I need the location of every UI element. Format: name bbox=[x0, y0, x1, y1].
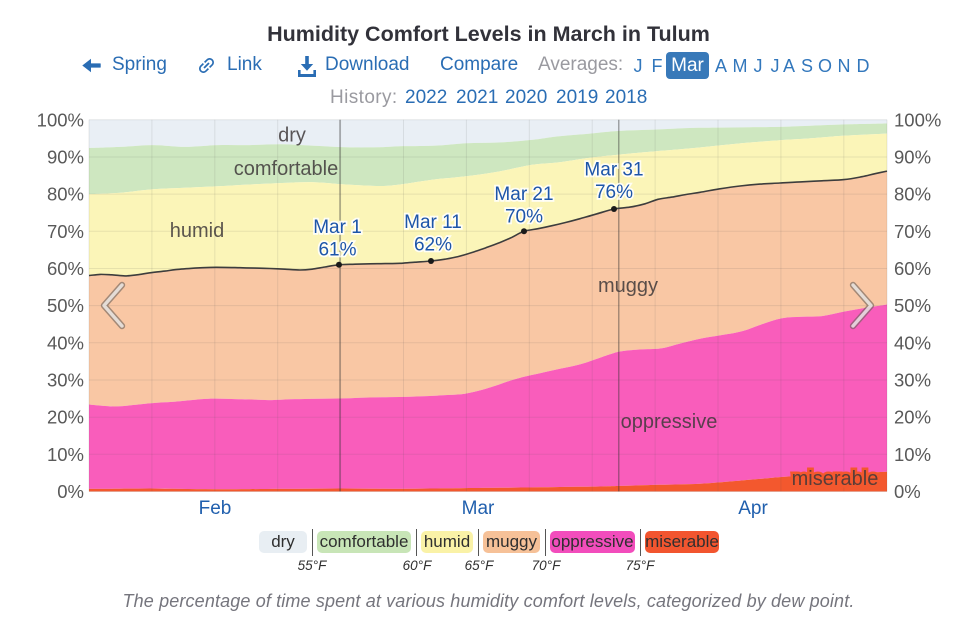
svg-text:0%: 0% bbox=[894, 481, 921, 502]
svg-text:comfortable: comfortable bbox=[234, 158, 339, 180]
svg-text:60%: 60% bbox=[47, 258, 84, 279]
svg-text:Apr: Apr bbox=[738, 498, 768, 519]
svg-text:humid: humid bbox=[170, 220, 224, 242]
svg-text:40%: 40% bbox=[894, 332, 931, 353]
svg-text:100%: 100% bbox=[37, 109, 84, 130]
svg-text:Feb: Feb bbox=[199, 498, 232, 519]
svg-text:10%: 10% bbox=[894, 444, 931, 465]
svg-text:61%: 61% bbox=[318, 240, 356, 261]
svg-text:70%: 70% bbox=[505, 207, 543, 228]
svg-text:Mar 31: Mar 31 bbox=[584, 160, 643, 181]
svg-text:62%: 62% bbox=[414, 235, 452, 256]
svg-text:0%: 0% bbox=[57, 481, 84, 502]
svg-text:76%: 76% bbox=[595, 182, 633, 203]
svg-text:80%: 80% bbox=[47, 184, 84, 205]
svg-text:30%: 30% bbox=[47, 370, 84, 391]
svg-text:Mar 21: Mar 21 bbox=[494, 184, 553, 205]
svg-text:30%: 30% bbox=[894, 370, 931, 391]
svg-text:100%: 100% bbox=[894, 109, 941, 130]
svg-text:90%: 90% bbox=[894, 147, 931, 168]
svg-text:60%: 60% bbox=[894, 258, 931, 279]
svg-text:50%: 50% bbox=[47, 295, 84, 316]
svg-text:50%: 50% bbox=[894, 295, 931, 316]
svg-text:oppressive: oppressive bbox=[621, 411, 718, 433]
svg-text:20%: 20% bbox=[894, 407, 931, 428]
svg-text:70%: 70% bbox=[47, 221, 84, 242]
svg-text:10%: 10% bbox=[47, 444, 84, 465]
svg-text:Mar 11: Mar 11 bbox=[404, 212, 462, 233]
svg-text:Mar 1: Mar 1 bbox=[313, 217, 362, 238]
svg-text:miserable: miserable bbox=[792, 468, 879, 490]
svg-text:muggy: muggy bbox=[598, 275, 658, 297]
svg-text:80%: 80% bbox=[894, 184, 931, 205]
svg-text:dry: dry bbox=[278, 125, 306, 147]
svg-text:70%: 70% bbox=[894, 221, 931, 242]
svg-text:40%: 40% bbox=[47, 332, 84, 353]
svg-text:20%: 20% bbox=[47, 407, 84, 428]
svg-text:Mar: Mar bbox=[462, 498, 495, 519]
svg-text:90%: 90% bbox=[47, 147, 84, 168]
